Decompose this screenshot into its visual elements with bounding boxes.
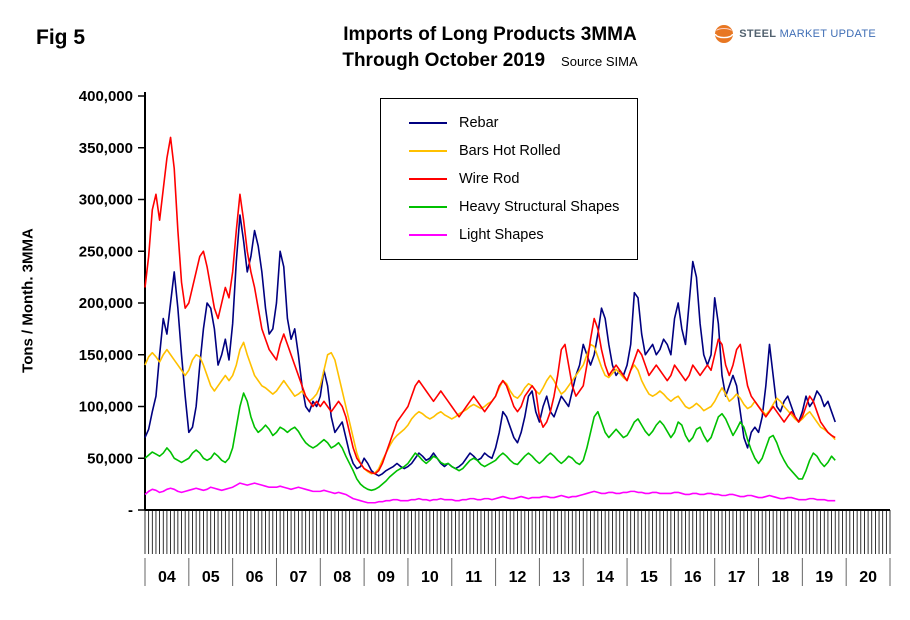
x-axis-year-label: 14 (596, 569, 614, 586)
x-axis-year-label: 05 (202, 569, 220, 586)
legend-line-swatch (409, 150, 447, 152)
source-note: Source SIMA (561, 54, 638, 69)
chart-title-line2: Through October 2019 (342, 50, 546, 71)
legend-line-swatch (409, 234, 447, 236)
legend-item-heavy-structural-shapes: Heavy Structural Shapes (409, 193, 637, 221)
y-axis-tick-label: 400,000 (79, 88, 133, 105)
x-axis-year-label: 09 (377, 569, 395, 586)
y-axis-tick-label: 100,000 (79, 399, 133, 416)
chart-legend: Rebar Bars Hot Rolled Wire Rod Heavy Struct… (380, 98, 638, 260)
x-axis-year-label: 06 (246, 569, 264, 586)
x-axis-year-label: 18 (772, 569, 790, 586)
y-axis-title: Tons / Month. 3MMA (19, 228, 37, 373)
legend-line-swatch (409, 178, 447, 180)
x-axis-year-label: 19 (815, 569, 833, 586)
x-axis-year-label: 12 (509, 569, 527, 586)
y-axis-tick-label: 50,000 (87, 450, 133, 467)
x-axis-year-label: 17 (728, 569, 746, 586)
series-line-rebar (144, 214, 836, 477)
y-axis-tick-label: 350,000 (79, 140, 133, 157)
legend-label: Rebar (459, 115, 499, 131)
legend-label: Wire Rod (459, 171, 520, 187)
x-axis-year-label: 07 (289, 569, 307, 586)
series-line-heavy-structural-shapes (144, 392, 836, 492)
steel-market-update-logo: STEEL MARKET UPDATE (714, 24, 876, 44)
x-axis-year-label: 20 (859, 569, 877, 586)
y-axis-tick-label: 250,000 (79, 243, 133, 260)
legend-label: Heavy Structural Shapes (459, 199, 620, 215)
logo-text-primary: STEEL (739, 28, 777, 40)
series-line-bars-hot-rolled (144, 341, 836, 475)
x-axis-year-label: 04 (158, 569, 176, 586)
legend-label: Bars Hot Rolled (459, 143, 561, 159)
legend-line-swatch (409, 122, 447, 124)
legend-item-wire-rod: Wire Rod (409, 165, 637, 193)
chart-title-block: Imports of Long Products 3MMA Through Oc… (70, 24, 910, 72)
x-axis-year-label: 08 (333, 569, 351, 586)
logo-text-secondary: MARKET UPDATE (779, 28, 876, 40)
legend-item-light-shapes: Light Shapes (409, 221, 637, 249)
legend-item-bars-hot-rolled: Bars Hot Rolled (409, 137, 637, 165)
y-axis-tick-label: 200,000 (79, 295, 133, 312)
x-axis-year-label: 10 (421, 569, 439, 586)
series-line-light-shapes (144, 482, 836, 504)
x-axis-year-label: 16 (684, 569, 702, 586)
chart-title-line1: Imports of Long Products 3MMA (343, 24, 637, 45)
x-axis-year-label: 15 (640, 569, 658, 586)
x-axis-year-label: 13 (552, 569, 570, 586)
legend-line-swatch (409, 206, 447, 208)
x-axis-year-label: 11 (465, 569, 482, 586)
line-chart: 04 05 06 07 08 09 10 11 12 13 14 15 16 17 18 19 20 400,00… (79, 88, 891, 586)
y-axis-tick-label: 150,000 (79, 347, 133, 364)
legend-item-rebar: Rebar (409, 109, 637, 137)
figure-label: Fig 5 (36, 26, 86, 49)
legend-label: Light Shapes (459, 227, 544, 243)
chart-area: 04 05 06 07 08 09 10 11 12 13 14 15 16 17 18 19 20 400,00… (50, 88, 900, 613)
series-line-wire-rod (144, 136, 836, 475)
y-axis-tick-label: 300,000 (79, 192, 133, 209)
logo-globe-icon (715, 25, 734, 43)
y-axis-tick-label: - (128, 502, 133, 519)
